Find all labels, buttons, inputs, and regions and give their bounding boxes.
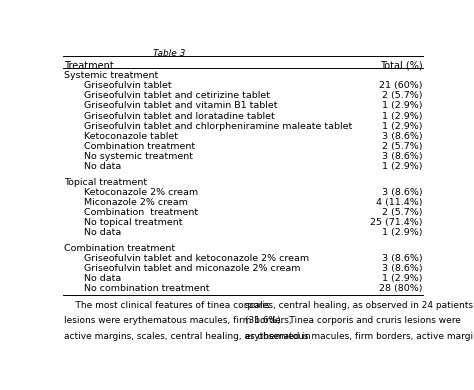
Text: Miconazole 2% cream: Miconazole 2% cream bbox=[84, 198, 188, 207]
Text: (31.6%).  Tinea corporis and cruris lesions were: (31.6%). Tinea corporis and cruris lesio… bbox=[245, 316, 461, 325]
Text: No data: No data bbox=[84, 162, 121, 171]
Text: Topical treatment: Topical treatment bbox=[64, 177, 147, 186]
Text: 2 (5.7%): 2 (5.7%) bbox=[382, 208, 422, 217]
Text: Ketoconazole 2% cream: Ketoconazole 2% cream bbox=[84, 188, 198, 197]
Text: 28 (80%): 28 (80%) bbox=[379, 284, 422, 293]
Text: 1 (2.9%): 1 (2.9%) bbox=[382, 162, 422, 171]
Text: The most clinical features of tinea corporis: The most clinical features of tinea corp… bbox=[64, 301, 269, 310]
Text: 1 (2.9%): 1 (2.9%) bbox=[382, 122, 422, 131]
Text: Combination treatment: Combination treatment bbox=[84, 142, 195, 151]
Text: Griseofulvin tablet and loratadine tablet: Griseofulvin tablet and loratadine table… bbox=[84, 112, 274, 121]
Text: 2 (5.7%): 2 (5.7%) bbox=[382, 91, 422, 100]
Text: 3 (8.6%): 3 (8.6%) bbox=[382, 264, 422, 273]
Text: No combination treatment: No combination treatment bbox=[84, 284, 210, 293]
Text: 1 (2.9%): 1 (2.9%) bbox=[382, 229, 422, 238]
Text: 1 (2.9%): 1 (2.9%) bbox=[382, 101, 422, 110]
Text: 1 (2.9%): 1 (2.9%) bbox=[382, 274, 422, 283]
Text: 3 (8.6%): 3 (8.6%) bbox=[382, 254, 422, 263]
Text: Table 3: Table 3 bbox=[153, 49, 186, 58]
Text: 3 (8.6%): 3 (8.6%) bbox=[382, 188, 422, 197]
Text: 4 (11.4%): 4 (11.4%) bbox=[376, 198, 422, 207]
Text: No data: No data bbox=[84, 274, 121, 283]
Text: active margins, scales, central healing, as observed in: active margins, scales, central healing,… bbox=[64, 332, 310, 341]
Text: 25 (71.4%): 25 (71.4%) bbox=[370, 218, 422, 227]
Text: Treatment: Treatment bbox=[64, 61, 113, 71]
Text: No topical treatment: No topical treatment bbox=[84, 218, 182, 227]
Text: Griseofulvin tablet: Griseofulvin tablet bbox=[84, 81, 172, 90]
Text: lesions were erythematous macules, firm borders,: lesions were erythematous macules, firm … bbox=[64, 316, 292, 325]
Text: Combination treatment: Combination treatment bbox=[64, 244, 175, 253]
Text: erythematous macules, firm borders, active margins: erythematous macules, firm borders, acti… bbox=[245, 332, 474, 341]
Text: 21 (60%): 21 (60%) bbox=[379, 81, 422, 90]
Text: Systemic treatment: Systemic treatment bbox=[64, 71, 158, 80]
Text: No data: No data bbox=[84, 229, 121, 238]
Text: Combination  treatment: Combination treatment bbox=[84, 208, 198, 217]
Text: 1 (2.9%): 1 (2.9%) bbox=[382, 112, 422, 121]
Text: 2 (5.7%): 2 (5.7%) bbox=[382, 142, 422, 151]
Text: Griseofulvin tablet and cetirizine tablet: Griseofulvin tablet and cetirizine table… bbox=[84, 91, 270, 100]
Text: 3 (8.6%): 3 (8.6%) bbox=[382, 152, 422, 161]
Text: Griseofulvin tablet and ketoconazole 2% cream: Griseofulvin tablet and ketoconazole 2% … bbox=[84, 254, 309, 263]
Text: Griseofulvin tablet and chlorpheniramine maleate tablet: Griseofulvin tablet and chlorpheniramine… bbox=[84, 122, 352, 131]
Text: Griseofulvin tablet and miconazole 2% cream: Griseofulvin tablet and miconazole 2% cr… bbox=[84, 264, 301, 273]
Text: 3 (8.6%): 3 (8.6%) bbox=[382, 132, 422, 141]
Text: Ketoconazole tablet: Ketoconazole tablet bbox=[84, 132, 178, 141]
Text: No systemic treatment: No systemic treatment bbox=[84, 152, 193, 161]
Text: Total (%): Total (%) bbox=[380, 61, 422, 71]
Text: scales, central healing, as observed in 24 patients: scales, central healing, as observed in … bbox=[245, 301, 473, 310]
Text: Griseofulvin tablet and vitamin B1 tablet: Griseofulvin tablet and vitamin B1 table… bbox=[84, 101, 277, 110]
